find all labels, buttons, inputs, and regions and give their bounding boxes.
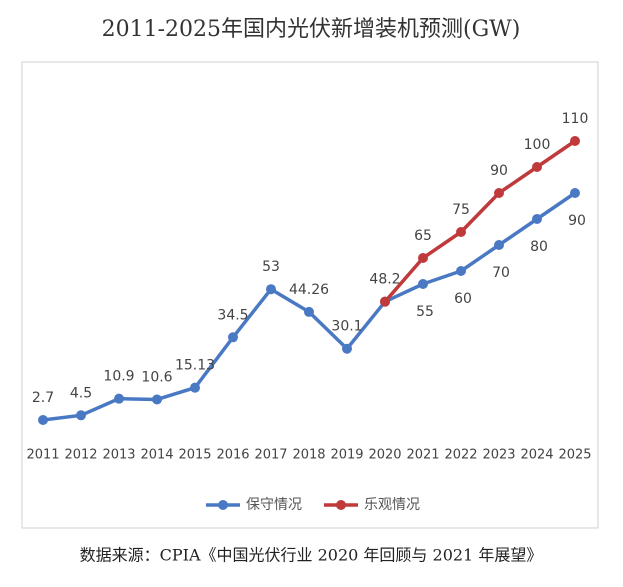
data-point	[152, 394, 162, 405]
data-point	[380, 296, 390, 307]
data-label: 110	[562, 111, 589, 127]
data-point	[76, 410, 86, 421]
data-point	[304, 306, 314, 317]
data-label: 10.6	[141, 369, 172, 385]
x-tick-label: 2025	[558, 448, 591, 463]
data-label: 30.1	[331, 319, 362, 335]
legend-label: 乐观情况	[364, 497, 420, 513]
source-note: 数据来源：CPIA《中国光伏行业 2020 年回顾与 2021 年展望》	[80, 546, 543, 565]
data-label: 75	[452, 202, 470, 218]
chart-title: 2011-2025年国内光伏新增装机预测(GW)	[102, 17, 521, 42]
data-label: 15.13	[175, 358, 215, 374]
x-tick-label: 2023	[482, 448, 515, 463]
data-point	[532, 162, 542, 172]
data-label: 80	[530, 239, 548, 255]
data-label: 70	[492, 265, 510, 281]
x-tick-label: 2022	[444, 448, 477, 463]
series-line	[42, 191, 576, 422]
data-point	[494, 240, 504, 250]
x-tick-label: 2018	[292, 448, 325, 463]
x-tick-label: 2013	[102, 448, 135, 463]
data-label: 44.26	[289, 282, 329, 298]
data-point	[418, 279, 428, 289]
data-label: 53	[262, 259, 280, 275]
legend-marker	[218, 500, 228, 510]
data-label: 100	[524, 137, 551, 153]
data-label: 90	[568, 213, 586, 229]
data-point	[494, 188, 504, 198]
data-label: 48.2	[369, 272, 400, 288]
x-tick-label: 2020	[368, 448, 401, 463]
chart-border	[21, 61, 599, 529]
data-label: 60	[454, 291, 472, 307]
x-tick-label: 2011	[26, 448, 59, 463]
data-point	[532, 214, 542, 224]
legend-marker	[336, 500, 346, 510]
x-tick-label: 2024	[520, 448, 553, 463]
x-tick-label: 2015	[178, 448, 211, 463]
data-point	[114, 393, 124, 404]
data-point	[418, 253, 428, 263]
data-point	[38, 414, 48, 425]
x-tick-label: 2017	[254, 448, 287, 463]
data-point	[228, 332, 238, 343]
data-label: 90	[490, 163, 508, 179]
x-tick-label: 2021	[406, 448, 439, 463]
data-label: 34.5	[217, 307, 248, 323]
data-point	[456, 227, 466, 237]
data-point	[190, 382, 200, 393]
data-point	[342, 343, 352, 354]
data-point	[456, 266, 466, 276]
x-tick-label: 2016	[216, 448, 249, 463]
x-tick-label: 2012	[64, 448, 97, 463]
data-label: 2.7	[32, 390, 54, 406]
data-label: 4.5	[70, 385, 92, 401]
series-line	[383, 139, 576, 303]
data-label: 55	[416, 304, 434, 320]
x-tick-label: 2014	[140, 448, 173, 463]
data-point	[570, 136, 580, 146]
x-tick-label: 2019	[330, 448, 363, 463]
data-label: 10.9	[103, 369, 134, 385]
data-label: 65	[414, 228, 432, 244]
data-point	[266, 284, 276, 295]
data-point	[570, 188, 580, 198]
legend-label: 保守情况	[246, 497, 302, 513]
